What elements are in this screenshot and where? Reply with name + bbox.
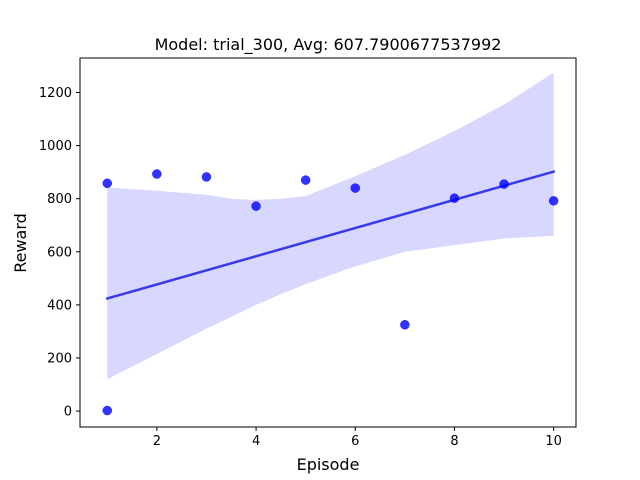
data-point — [102, 178, 113, 189]
confidence-band-group — [107, 72, 554, 380]
data-point — [201, 172, 212, 182]
y-tick-label: 1000 — [39, 139, 72, 154]
data-point — [102, 405, 113, 416]
x-tick-label: 10 — [545, 434, 562, 449]
data-point — [449, 193, 460, 203]
chart-title: Model: trial_300, Avg: 607.7900677537992 — [155, 35, 502, 55]
x-axis: 2 4 6 8 10 — [153, 427, 562, 449]
regression-line-group — [105, 170, 556, 301]
y-axis: 0 200 400 600 800 1000 1200 — [39, 86, 80, 420]
x-axis-label: Episode — [297, 455, 360, 474]
x-tick-label: 2 — [153, 434, 161, 449]
regression-line — [105, 170, 556, 301]
data-point — [152, 169, 162, 179]
data-point — [350, 183, 361, 193]
x-tick-label: 6 — [351, 434, 359, 449]
y-tick-label: 400 — [47, 298, 72, 313]
y-axis-label: Reward — [11, 213, 30, 273]
y-tick-label: 0 — [64, 405, 72, 420]
y-tick-label: 1200 — [39, 86, 72, 101]
data-point — [548, 196, 559, 206]
data-point — [499, 179, 509, 189]
plot-area — [79, 57, 577, 428]
y-tick-label: 200 — [47, 351, 72, 366]
x-tick-label: 4 — [252, 434, 260, 449]
confidence-band — [107, 72, 554, 380]
y-tick-label: 600 — [47, 245, 72, 260]
data-point — [400, 320, 410, 330]
y-tick-label: 800 — [47, 192, 72, 207]
data-point — [251, 201, 261, 211]
x-tick-label: 8 — [450, 434, 458, 449]
scatter-points-group — [102, 169, 559, 416]
plot-frame — [79, 57, 577, 428]
data-point — [300, 175, 311, 185]
